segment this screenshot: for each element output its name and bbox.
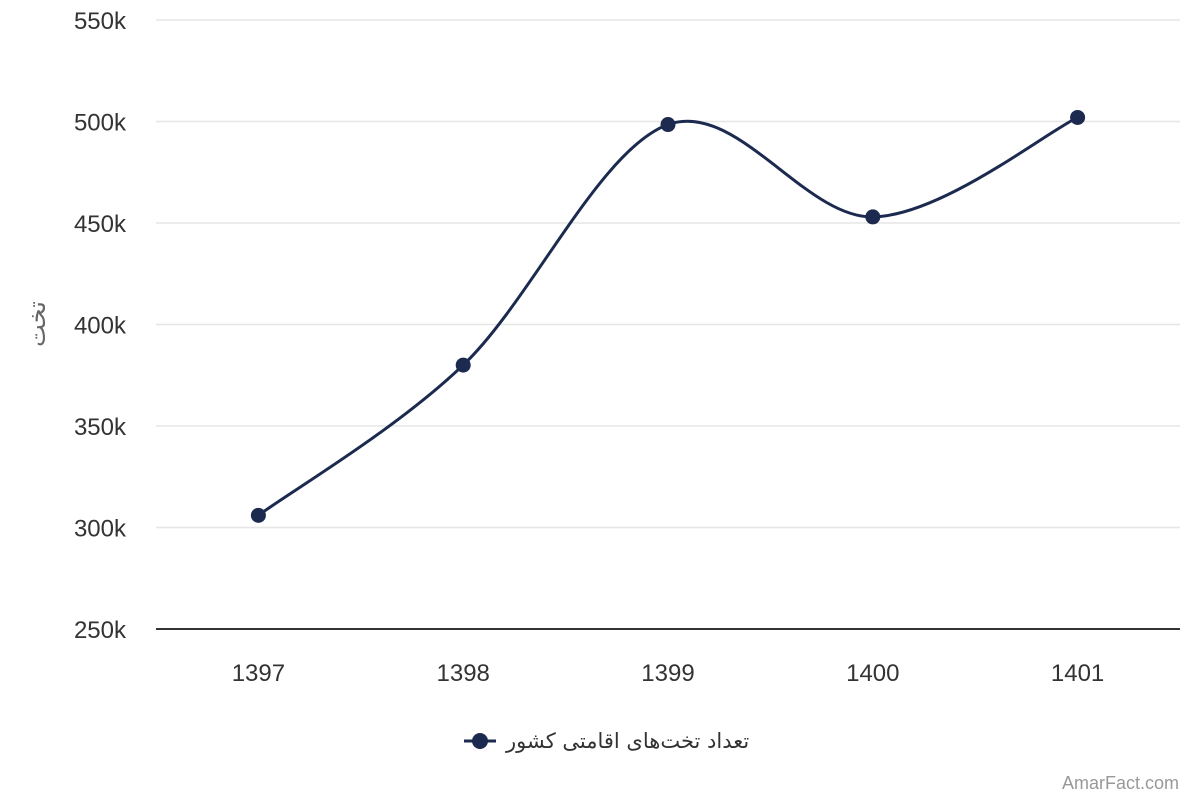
credit-link[interactable]: AmarFact.com xyxy=(1061,773,1179,793)
y-axis-label: تخت xyxy=(23,301,51,347)
data-point[interactable] xyxy=(455,357,471,373)
y-tick-label: 400k xyxy=(74,313,127,340)
legend-marker-icon xyxy=(472,733,488,749)
x-tick-label: 1399 xyxy=(641,660,694,687)
series-points xyxy=(250,109,1086,523)
x-tick-label: 1400 xyxy=(846,660,899,687)
legend[interactable]: تعداد تخت‌های اقامتی کشور xyxy=(464,729,749,753)
grid-lines xyxy=(156,19,1180,630)
y-axis-ticks: 250k 300k 350k 400k 450k 500k 550k xyxy=(74,8,127,644)
y-tick-label: 550k xyxy=(74,8,127,35)
data-point[interactable] xyxy=(1070,109,1086,125)
x-axis-ticks: 1397 1398 1399 1400 1401 xyxy=(232,660,1105,687)
y-tick-label: 250k xyxy=(74,617,127,644)
y-tick-label: 450k xyxy=(74,211,127,238)
data-point[interactable] xyxy=(865,209,881,225)
legend-label: تعداد تخت‌های اقامتی کشور xyxy=(505,729,749,753)
x-tick-label: 1397 xyxy=(232,660,285,687)
y-tick-label: 500k xyxy=(74,110,127,137)
x-tick-label: 1398 xyxy=(437,660,490,687)
data-point[interactable] xyxy=(660,117,676,133)
y-tick-label: 300k xyxy=(74,516,127,543)
y-tick-label: 350k xyxy=(74,414,127,441)
series-line xyxy=(257,116,1079,517)
data-point[interactable] xyxy=(250,507,266,523)
x-tick-label: 1401 xyxy=(1051,660,1104,687)
